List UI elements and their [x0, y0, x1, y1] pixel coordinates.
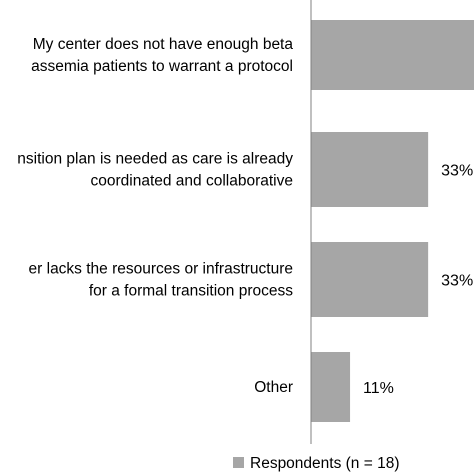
category-label: My center does not have enough beta	[33, 36, 294, 53]
bar	[311, 20, 474, 90]
value-labels-group: 33% 33% 11%	[363, 163, 473, 398]
category-label: er lacks the resources or infrastructure	[29, 261, 293, 278]
category-label: for a formal transition process	[89, 283, 293, 300]
bars-group	[311, 20, 474, 422]
legend-label: Respondents (n = 18)	[250, 455, 400, 472]
category-label: coordinated and collaborative	[91, 173, 294, 190]
data-label: 11%	[363, 380, 394, 397]
data-label: 33%	[441, 273, 473, 290]
bar	[311, 132, 429, 207]
legend: Respondents (n = 18)	[233, 455, 400, 472]
bar	[311, 352, 351, 422]
category-label: assemia patients to warrant a protocol	[31, 58, 293, 75]
bar	[311, 242, 429, 317]
data-label: 33%	[441, 163, 473, 180]
category-label: Other	[254, 379, 293, 396]
category-label: nsition plan is needed as care is alread…	[17, 151, 293, 168]
legend-swatch	[233, 457, 244, 468]
category-labels-group: My center does not have enough beta assem…	[17, 36, 293, 396]
